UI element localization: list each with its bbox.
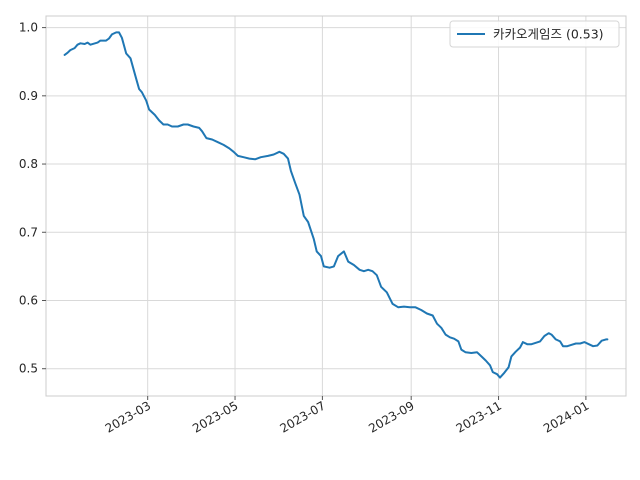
y-tick-label: 0.7 [19, 225, 38, 239]
plot-area [63, 31, 609, 379]
legend-box [449, 20, 620, 48]
y-tick-label: 1.0 [19, 21, 38, 35]
y-tick-label: 0.5 [19, 362, 38, 376]
series-line [63, 31, 609, 379]
legend-label: 카카오게임즈 (0.53) [493, 27, 604, 42]
legend: 카카오게임즈 (0.53) [449, 20, 620, 48]
grid [46, 16, 626, 396]
y-tick-label: 0.9 [19, 89, 38, 103]
y-axis: 0.5 0.6 0.7 0.8 0.9 1.0 [19, 21, 46, 376]
y-tick-label: 0.8 [19, 157, 38, 171]
plot-frame [45, 15, 627, 397]
y-tick-label: 0.6 [19, 293, 38, 307]
